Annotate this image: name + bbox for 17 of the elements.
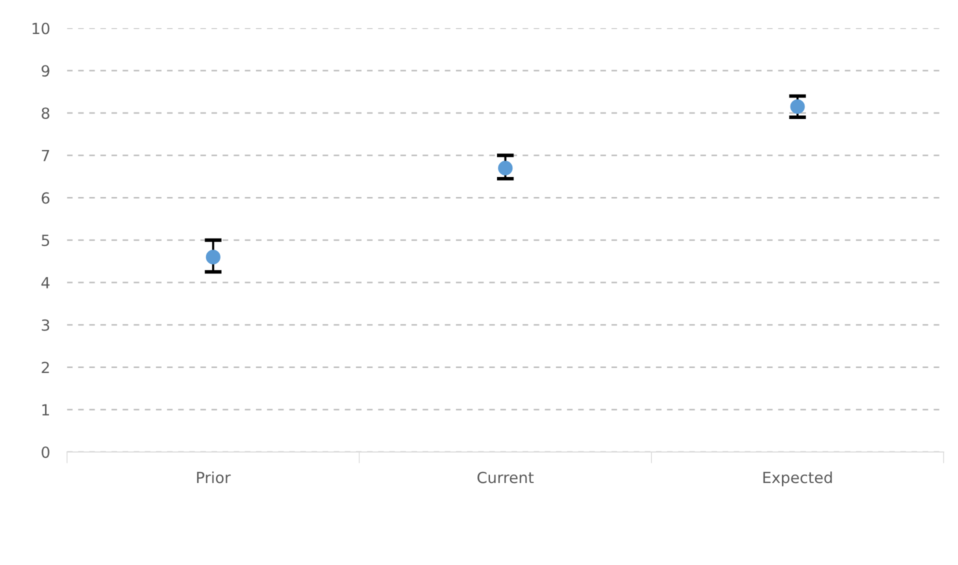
x-tick-label: Prior <box>197 471 231 484</box>
y-tick-label: 8 <box>42 107 50 120</box>
x-tick-label: Current <box>478 472 534 484</box>
y-tick-label: 7 <box>42 150 50 162</box>
point <box>790 99 805 114</box>
x-tick-label: Expected <box>763 471 832 486</box>
y-tick-label: 5 <box>42 234 50 246</box>
y-tick-label: 9 <box>42 65 50 77</box>
y-tick-label: 3 <box>42 319 50 331</box>
y-tick-label: 10 <box>32 22 50 34</box>
y-tick-label: 6 <box>42 192 50 204</box>
y-tick-label: 2 <box>42 362 49 374</box>
point <box>206 250 220 264</box>
y-tick-label: 1 <box>42 404 49 416</box>
y-tick-label: 4 <box>41 277 50 288</box>
point <box>498 160 513 176</box>
y-tick-label: 0 <box>42 446 50 458</box>
